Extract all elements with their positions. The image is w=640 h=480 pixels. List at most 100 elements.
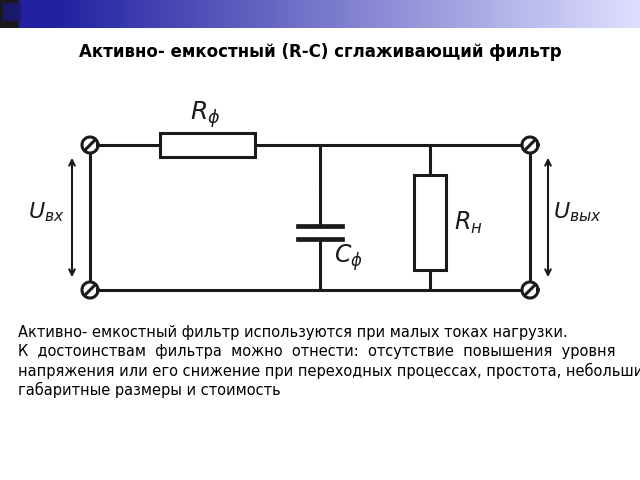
Bar [518, 0, 522, 28]
Bar [0, 0, 3, 28]
Bar [384, 0, 387, 28]
Bar [547, 0, 550, 28]
Bar [26, 0, 29, 28]
Bar [339, 0, 342, 28]
Bar [205, 0, 208, 28]
Bar [272, 0, 275, 28]
Bar [93, 0, 96, 28]
Bar [480, 0, 483, 28]
Bar [298, 0, 301, 28]
Bar [189, 0, 192, 28]
Bar [240, 0, 243, 28]
Bar [496, 0, 499, 28]
Bar [563, 0, 566, 28]
Text: $C_{\phi}$: $C_{\phi}$ [333, 242, 362, 273]
Bar [141, 0, 144, 28]
Bar [528, 0, 531, 28]
Bar [576, 0, 579, 28]
Bar [179, 0, 182, 28]
Bar [438, 0, 442, 28]
Bar [192, 0, 195, 28]
Bar [160, 0, 163, 28]
Bar [294, 0, 298, 28]
Bar [74, 0, 77, 28]
Bar [570, 0, 573, 28]
Bar [630, 0, 634, 28]
Bar [10, 0, 13, 28]
Bar [115, 0, 118, 28]
Bar [67, 0, 70, 28]
Text: габаритные размеры и стоимость: габаритные размеры и стоимость [18, 382, 280, 398]
Bar [557, 0, 560, 28]
Bar [611, 0, 614, 28]
Bar [608, 0, 611, 28]
Bar [454, 0, 458, 28]
Bar [307, 0, 310, 28]
Bar [378, 0, 381, 28]
Bar [122, 0, 125, 28]
Bar [48, 0, 51, 28]
Bar [624, 0, 627, 28]
Bar [586, 0, 589, 28]
Bar [634, 0, 637, 28]
Bar [214, 0, 218, 28]
Bar [368, 0, 371, 28]
Bar [86, 0, 90, 28]
Bar [61, 0, 64, 28]
Bar [435, 0, 438, 28]
Bar [605, 0, 608, 28]
Bar [45, 0, 48, 28]
Bar [346, 0, 349, 28]
Bar [349, 0, 352, 28]
Bar [515, 0, 518, 28]
Bar [64, 0, 67, 28]
Bar [230, 0, 234, 28]
Bar [275, 0, 278, 28]
Bar [560, 0, 563, 28]
Bar [365, 0, 368, 28]
Bar [442, 0, 445, 28]
Bar [160, 133, 255, 157]
Bar [403, 0, 406, 28]
Bar [243, 0, 246, 28]
Bar [109, 0, 112, 28]
Bar [301, 0, 304, 28]
Bar [419, 0, 422, 28]
Bar [502, 0, 506, 28]
Bar [413, 0, 416, 28]
Bar [211, 0, 214, 28]
Bar [19, 0, 22, 28]
Bar [544, 0, 547, 28]
Bar [627, 0, 630, 28]
Bar [13, 0, 16, 28]
Bar [573, 0, 576, 28]
Text: Активно- емкостный фильтр используются при малых токах нагрузки.: Активно- емкостный фильтр используются п… [18, 325, 568, 340]
Bar [253, 0, 256, 28]
Bar [112, 0, 115, 28]
Bar [374, 0, 378, 28]
Bar [506, 0, 509, 28]
Bar [483, 0, 486, 28]
Bar [250, 0, 253, 28]
Bar [35, 0, 38, 28]
Bar [522, 0, 525, 28]
Bar [29, 0, 32, 28]
Bar [195, 0, 198, 28]
Bar [246, 0, 250, 28]
Bar [77, 0, 80, 28]
Bar [467, 0, 470, 28]
Bar [317, 0, 320, 28]
Bar [534, 0, 538, 28]
Bar [538, 0, 541, 28]
Bar [157, 0, 160, 28]
Bar [166, 0, 170, 28]
Bar [54, 0, 58, 28]
Bar [621, 0, 624, 28]
Bar [106, 0, 109, 28]
Bar [288, 0, 291, 28]
Bar [208, 0, 211, 28]
Bar [3, 3, 21, 21]
Bar [474, 0, 477, 28]
Bar [138, 0, 141, 28]
Bar [397, 0, 400, 28]
